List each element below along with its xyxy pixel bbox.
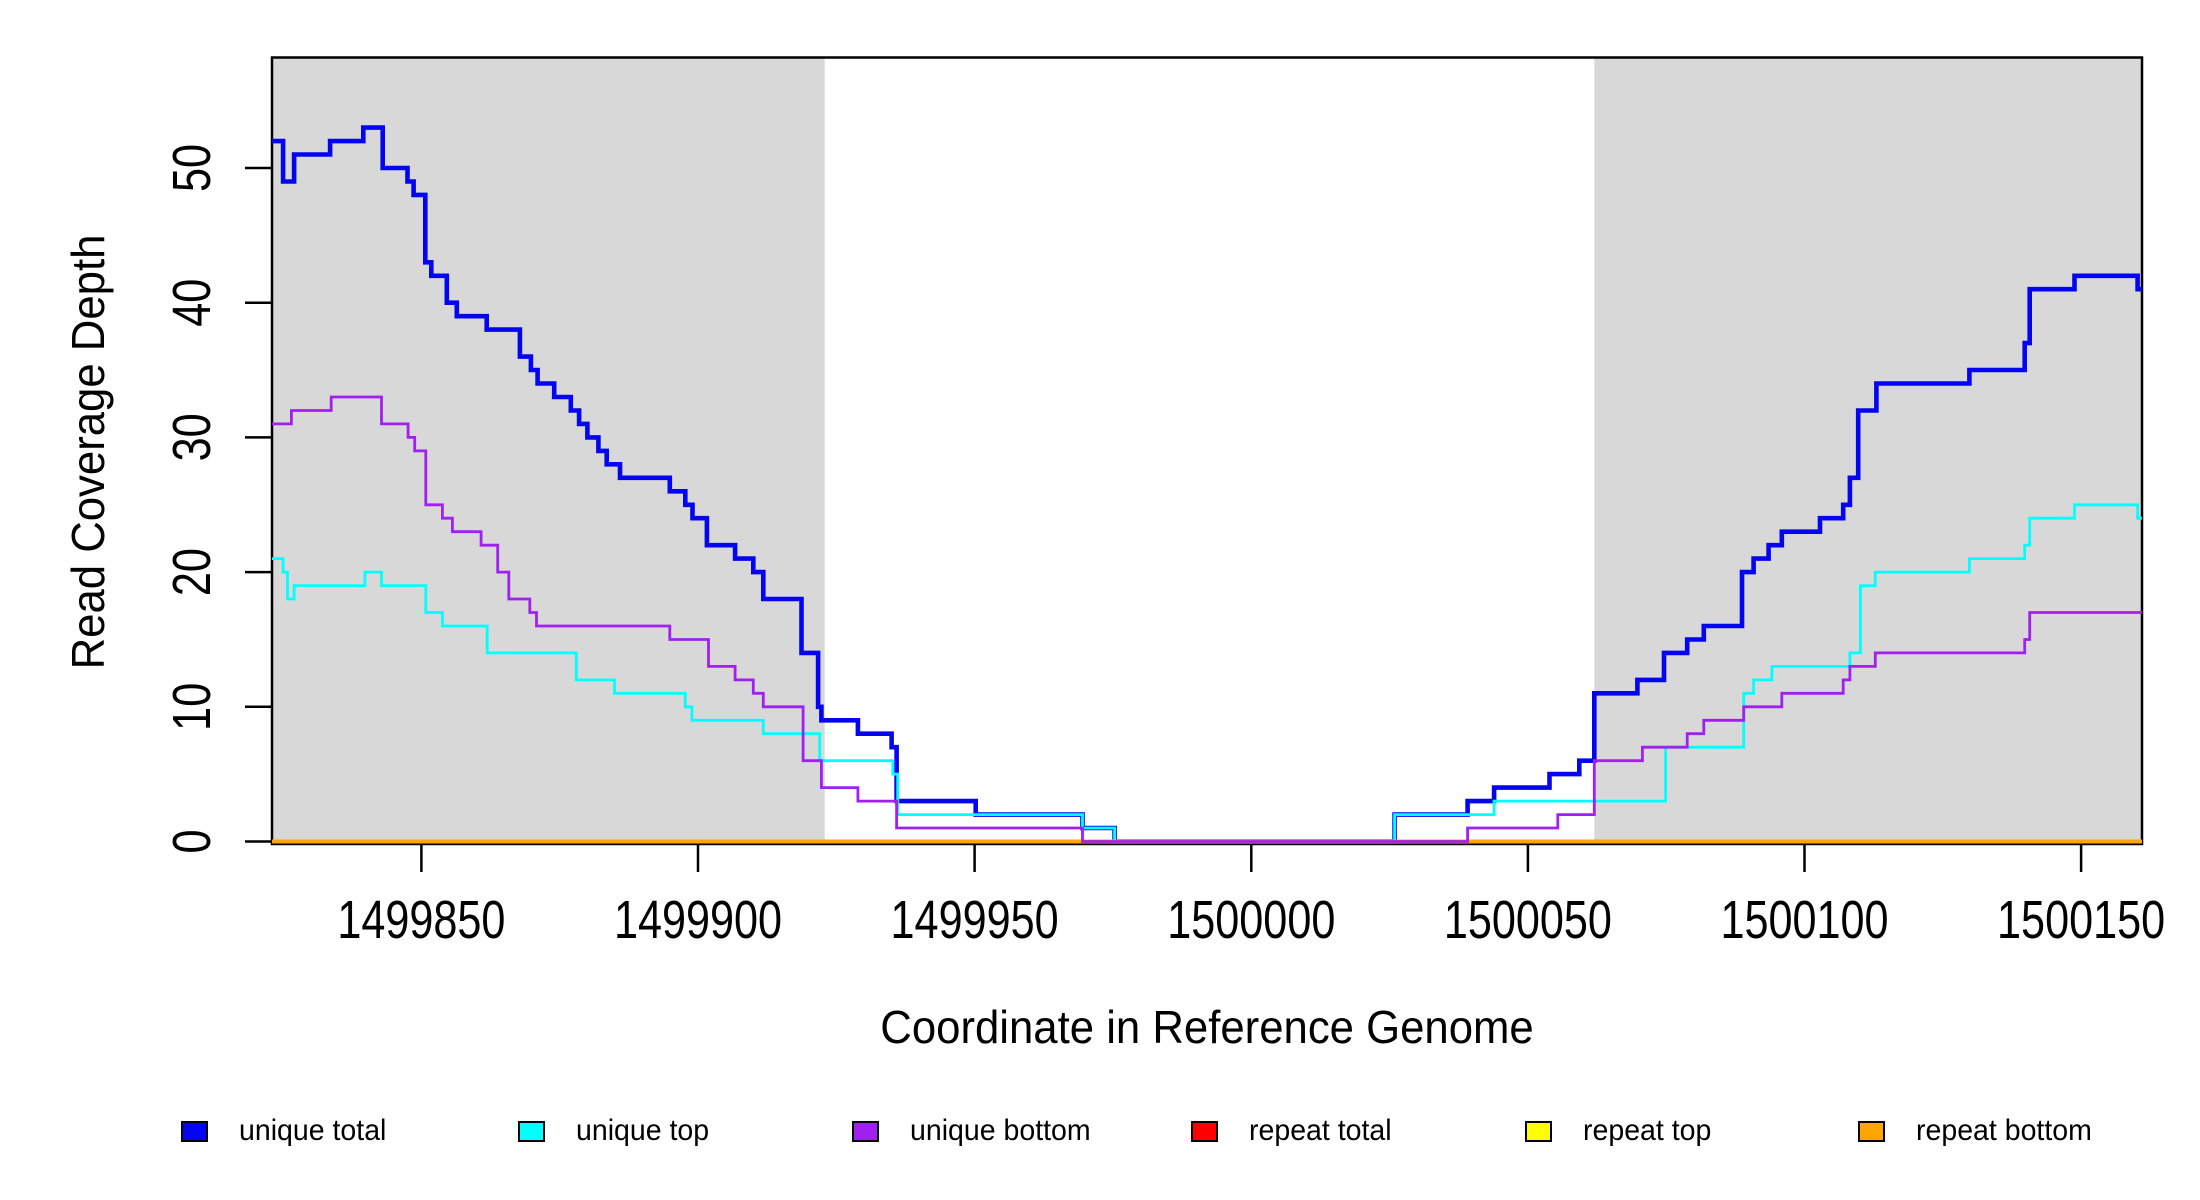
series-unique-bottom-line [272, 395, 2142, 843]
x-tick-label: 1499850 [337, 891, 505, 951]
x-tick-label: 1499950 [891, 891, 1059, 951]
x-tick-label: 1499900 [614, 891, 782, 951]
x-tick-label: 1500150 [1997, 891, 2165, 951]
shaded-region [272, 57, 825, 844]
plot-border [270, 56, 2144, 846]
y-tick-label: 0 [163, 829, 223, 853]
y-axis-title: Read Coverage Depth [62, 234, 114, 670]
y-tick-label: 10 [163, 683, 223, 731]
series-unique-top-line [272, 503, 2142, 843]
y-tick-label: 20 [163, 548, 223, 596]
x-tick-label: 1500050 [1444, 891, 1612, 951]
series-unique-total-line [272, 125, 2142, 844]
x-axis-title: Coordinate in Reference Genome [880, 1001, 1534, 1053]
shaded-region [1594, 57, 2142, 844]
y-tick-label: 50 [163, 144, 223, 192]
x-tick-label: 1500100 [1720, 891, 1888, 951]
x-tick-label: 1500000 [1167, 891, 1335, 951]
y-tick-label: 40 [163, 279, 223, 327]
y-tick-label: 30 [163, 413, 223, 461]
